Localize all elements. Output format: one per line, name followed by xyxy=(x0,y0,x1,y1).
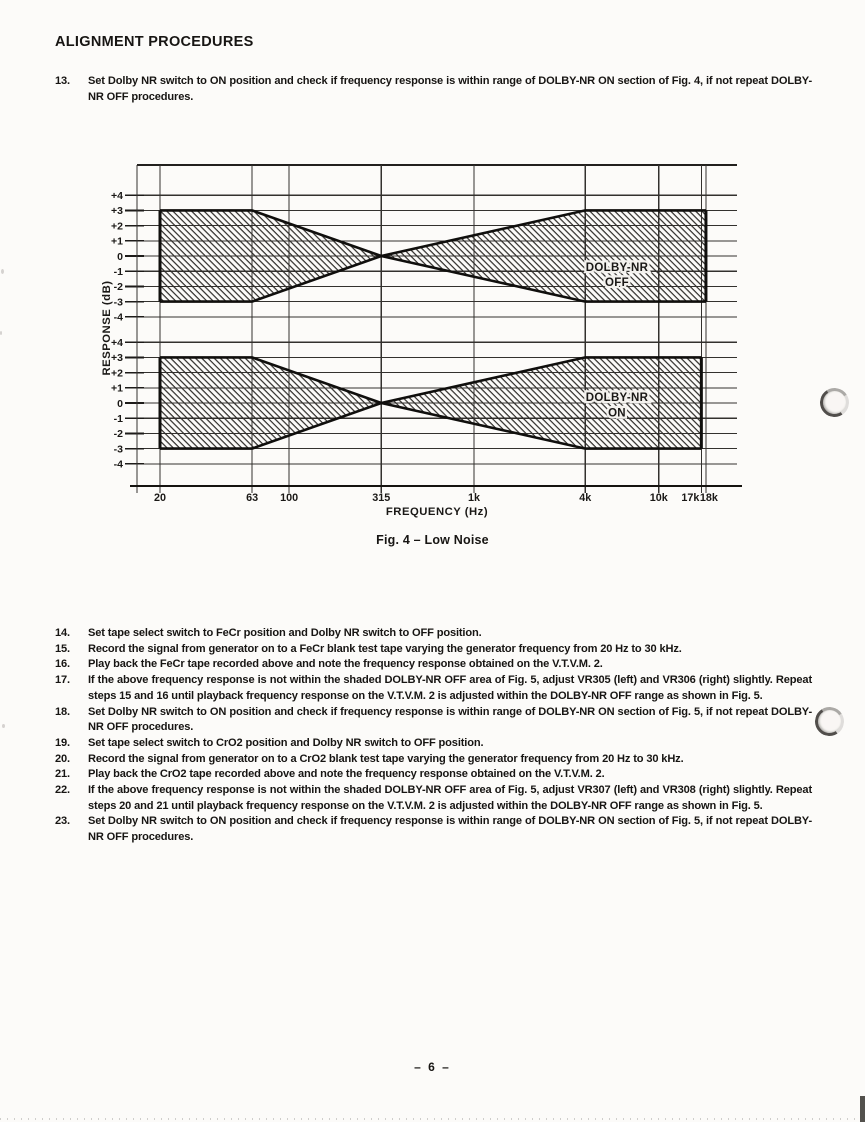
tolerance-band-dolby-off: DOLBY-NR OFF xyxy=(158,209,708,303)
y-tick-label: +4 xyxy=(111,190,123,202)
chart-tick-labels: +4 +3 +2 +1 0 -1 -2 -3 -4 +4 +3 +2 +1 0 -1 -2 -3 -4 20 63 10… xyxy=(111,190,719,504)
band-label: ON xyxy=(608,407,626,419)
band-label: DOLBY-NR xyxy=(586,392,649,404)
procedure-step: 14. Set tape select switch to FeCr positi… xyxy=(55,626,812,642)
step-number: 22. xyxy=(55,784,70,797)
step-text: Play back the CrO2 tape recorded above a… xyxy=(88,768,605,781)
step-number: 17. xyxy=(55,674,70,687)
step-number: 20. xyxy=(55,752,70,765)
procedure-step-13: 13. Set Dolby NR switch to ON position a… xyxy=(55,74,812,106)
scan-artifact-speckle xyxy=(0,1118,865,1120)
step-text: If the above frequency response is not w… xyxy=(88,784,812,812)
y-tick-label: +2 xyxy=(111,220,123,232)
procedure-step: 22. If the above frequency response is no… xyxy=(55,783,812,814)
scan-artifact-speck xyxy=(1,269,4,274)
scan-artifact-speck xyxy=(2,724,5,728)
step-text: Record the signal from generator on to a… xyxy=(88,642,682,655)
tolerance-band-dolby-on: DOLBY-NR ON xyxy=(158,356,703,450)
step-text: Play back the FeCr tape recorded above a… xyxy=(88,658,603,671)
procedure-step: 17. If the above frequency response is no… xyxy=(55,673,812,704)
figure-caption: Fig. 4 – Low Noise xyxy=(376,533,489,547)
band-label: OFF xyxy=(605,277,629,289)
step-number: 16. xyxy=(55,658,70,671)
procedure-steps-list: 14. Set tape select switch to FeCr positi… xyxy=(55,626,812,846)
x-tick-label: 315 xyxy=(372,492,390,504)
step-number: 18. xyxy=(55,705,70,718)
y-tick-label: -4 xyxy=(114,459,123,471)
step-text: Set Dolby NR switch to ON position and c… xyxy=(88,75,812,103)
procedure-step: 21. Play back the CrO2 tape recorded abov… xyxy=(55,767,812,783)
x-tick-label: 20 xyxy=(154,492,166,504)
band-label: DOLBY-NR xyxy=(586,262,649,274)
page-number: – 6 – xyxy=(414,1060,451,1074)
y-tick-label: +2 xyxy=(111,367,123,379)
y-tick-label: +1 xyxy=(111,383,123,395)
x-tick-label: 10k xyxy=(650,492,669,504)
x-tick-label: 17k xyxy=(681,492,700,504)
scan-artifact-speck xyxy=(0,331,2,335)
x-tick-label: 100 xyxy=(280,492,298,504)
step-number: 23. xyxy=(55,815,70,828)
x-tick-label: 1k xyxy=(468,492,481,504)
procedure-step: 23. Set Dolby NR switch to ON position an… xyxy=(55,814,812,845)
scan-artifact-hole xyxy=(812,704,847,739)
y-tick-label: -2 xyxy=(114,281,123,293)
x-tick-label: 4k xyxy=(579,492,592,504)
step-text: Record the signal from generator on to a… xyxy=(88,752,684,765)
step-number: 21. xyxy=(55,768,70,781)
x-tick-label: 18k xyxy=(700,492,719,504)
procedure-step: 15. Record the signal from generator on t… xyxy=(55,642,812,658)
procedure-step: 19. Set tape select switch to CrO2 positi… xyxy=(55,736,812,752)
y-tick-label: 0 xyxy=(117,251,123,263)
x-tick-label: 63 xyxy=(246,492,258,504)
y-tick-label: 0 xyxy=(117,398,123,410)
y-axis-label: RESPONSE (dB) xyxy=(101,281,113,376)
y-tick-label: +4 xyxy=(111,337,123,349)
procedure-step: 16. Play back the FeCr tape recorded abov… xyxy=(55,657,812,673)
y-tick-label: +1 xyxy=(111,236,123,248)
step-number: 15. xyxy=(55,642,70,655)
step-number: 13. xyxy=(55,75,70,87)
y-tick-label: -1 xyxy=(114,266,123,278)
y-tick-label: -2 xyxy=(114,428,123,440)
step-text: Set Dolby NR switch to ON position and c… xyxy=(88,815,812,844)
figure-frequency-response-chart: +4 +3 +2 +1 0 -1 -2 -3 -4 +4 +3 +2 +1 0 -1 -2 -3 -4 20 63 10… xyxy=(101,164,742,518)
scan-artifact-edge xyxy=(860,1096,865,1122)
step-number: 19. xyxy=(55,736,70,749)
y-tick-label: -1 xyxy=(114,413,123,425)
procedure-step: 20. Record the signal from generator on t… xyxy=(55,752,812,768)
step-text: Set tape select switch to FeCr position … xyxy=(88,627,482,639)
page-title: ALIGNMENT PROCEDURES xyxy=(55,34,254,50)
procedure-step: 18. Set Dolby NR switch to ON position an… xyxy=(55,705,812,736)
y-tick-label: +3 xyxy=(111,205,123,217)
step-text: If the above frequency response is not w… xyxy=(88,674,812,702)
y-tick-label: -4 xyxy=(114,312,123,324)
step-number: 14. xyxy=(55,627,70,639)
step-text: Set tape select switch to CrO2 position … xyxy=(88,736,484,749)
y-tick-label: +3 xyxy=(111,352,123,364)
step-text: Set Dolby NR switch to ON position and c… xyxy=(88,705,812,734)
y-tick-label: -3 xyxy=(114,443,123,455)
y-tick-label: -3 xyxy=(114,296,123,308)
x-axis-label: FREQUENCY (Hz) xyxy=(386,506,488,518)
